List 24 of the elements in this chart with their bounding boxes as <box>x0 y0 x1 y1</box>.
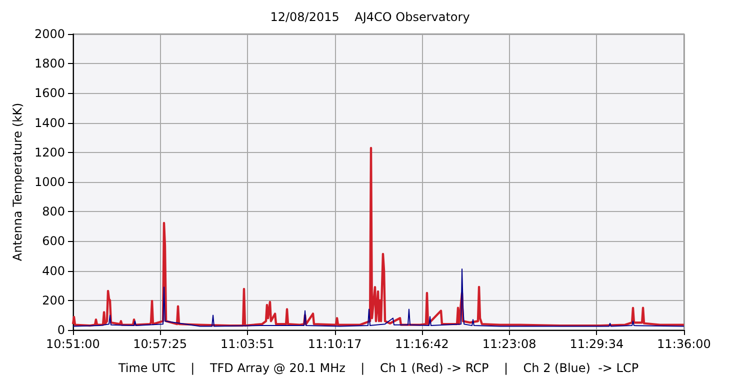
x-tick-label: 11:23:08 <box>482 337 536 351</box>
y-tick-label: 800 <box>42 204 65 219</box>
x-tick-label: 10:57:25 <box>133 337 188 351</box>
x-axis-title: Time UTC | TFD Array @ 20.1 MHz | Ch 1 (Red) -> RCP | Ch 2 (Blue) -> LCP <box>117 361 639 375</box>
x-tick-label: 10:51:00 <box>46 337 100 351</box>
y-tick-label: 1400 <box>34 116 65 130</box>
x-tick-label: 11:03:51 <box>220 337 274 351</box>
y-tick-label: 600 <box>42 234 65 248</box>
y-tick-label: 2000 <box>34 27 65 41</box>
x-tick-label: 11:36:00 <box>657 337 711 351</box>
line-series <box>72 268 684 327</box>
y-tick-label: 1800 <box>34 56 65 71</box>
x-tick-label: 11:16:42 <box>394 337 449 351</box>
x-tick-label: 11:10:17 <box>308 337 362 351</box>
y-tick-label: 1000 <box>34 175 65 189</box>
y-tick-label: 200 <box>42 293 65 308</box>
y-axis-title: Antenna Temperature (kK) <box>10 102 25 262</box>
x-tick-label: 11:29:34 <box>570 337 624 351</box>
y-tick-label: 400 <box>42 264 65 278</box>
y-tick-label: 1200 <box>34 145 65 160</box>
chart-title: 12/08/2015 AJ4CO Observatory <box>270 10 470 24</box>
line-series <box>72 146 686 327</box>
y-tick-label: 1600 <box>34 86 65 100</box>
y-tick-label: 0 <box>57 323 65 337</box>
